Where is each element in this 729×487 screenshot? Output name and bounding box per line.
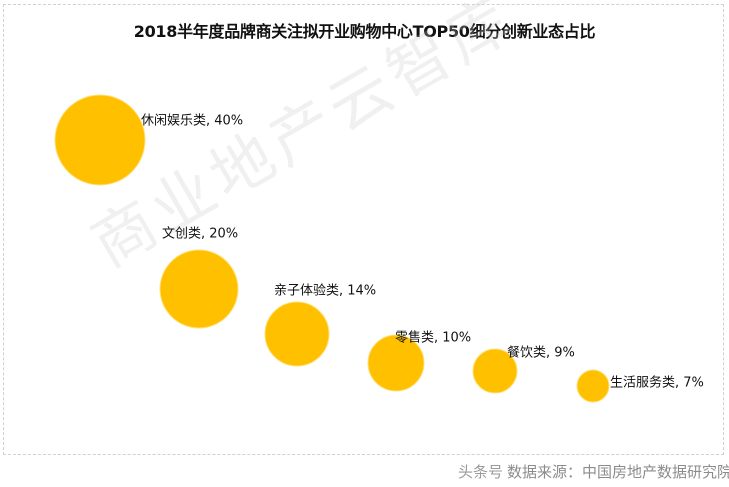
bubble-label-5: 生活服务类, 7% [610,375,704,391]
footer: 头条号 数据来源：中国房地产数据研究院 [458,461,729,482]
chart-frame [3,4,724,455]
footer-platform: 头条号 [458,463,504,481]
bubble-label-4: 餐饮类, 9% [507,345,575,361]
chart-title: 2018半年度品牌商关注拟开业购物中心TOP50细分创新业态占比 [133,22,596,41]
bubble-series [54,94,610,403]
bubble-3 [367,334,425,392]
bubble-label-3: 零售类, 10% [395,330,471,346]
bubble-5 [576,369,610,403]
bubble-label-0: 休闲娱乐类, 40% [141,114,243,129]
bubble-4 [472,348,518,394]
bubble-label-2: 亲子体验类, 14% [274,283,376,299]
bubble-2 [264,301,330,367]
bubble-0 [54,94,146,186]
bubble-labels: 休闲娱乐类, 40% 文创类, 20% 亲子体验类, 14% 零售类, 10% 餐饮类,… [141,114,704,391]
bubble-label-1: 文创类, 20% [162,227,238,242]
footer-source: 数据来源：中国房地产数据研究院 [507,463,729,481]
bubble-1 [159,249,239,329]
